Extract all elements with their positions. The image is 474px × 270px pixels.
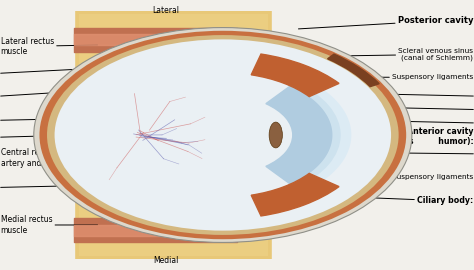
Circle shape	[47, 35, 399, 235]
Text: Posterior cavity: Posterior cavity	[299, 16, 474, 29]
Wedge shape	[328, 54, 379, 87]
Text: Anterior cavity
(contains         humor):: Anterior cavity (contains humor):	[346, 127, 474, 146]
Circle shape	[34, 28, 412, 242]
Text: Scleral venous sinus
(canal of Schlemm): Scleral venous sinus (canal of Schlemm)	[350, 48, 474, 61]
Text: Lateral: Lateral	[153, 6, 180, 15]
Text: Medial rectus
muscle: Medial rectus muscle	[0, 215, 98, 235]
Text: Suspensory ligaments: Suspensory ligaments	[346, 174, 474, 180]
Text: Lateral rectus
muscle: Lateral rectus muscle	[0, 37, 98, 56]
Wedge shape	[251, 173, 339, 216]
Circle shape	[39, 31, 406, 239]
Polygon shape	[281, 73, 351, 197]
Text: Ciliary body:: Ciliary body:	[346, 196, 474, 205]
Ellipse shape	[269, 122, 283, 148]
Text: Suspensory ligaments: Suspensory ligaments	[346, 74, 474, 80]
FancyBboxPatch shape	[79, 14, 268, 256]
Wedge shape	[266, 83, 340, 187]
Circle shape	[55, 39, 391, 231]
Text: Central retinal
artery and vein: Central retinal artery and vein	[0, 138, 112, 167]
Wedge shape	[251, 54, 339, 97]
FancyBboxPatch shape	[74, 11, 273, 259]
Text: Medial: Medial	[154, 256, 179, 265]
